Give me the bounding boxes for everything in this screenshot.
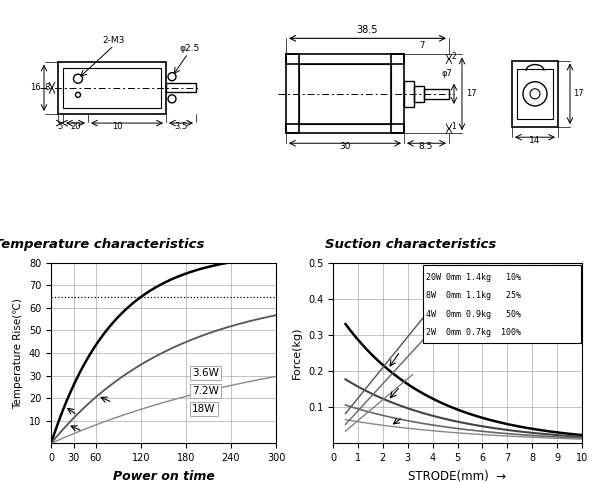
Text: 2-M3: 2-M3 [103,36,125,45]
Text: 16: 16 [31,83,41,92]
Text: 5: 5 [58,122,63,131]
Text: 7.2W: 7.2W [192,386,219,396]
Text: 38.5: 38.5 [356,25,378,35]
Text: 20W 0mm 1.4kg   10%: 20W 0mm 1.4kg 10% [425,273,521,282]
Text: Power on time: Power on time [113,469,214,482]
Bar [414,86,424,102]
Text: 8W  0mm 1.1kg   25%: 8W 0mm 1.1kg 25% [425,291,521,300]
Bar [391,54,404,133]
Text: 10: 10 [112,122,122,131]
Bar [286,124,404,133]
Y-axis label: Temperature Rise(℃): Temperature Rise(℃) [13,297,23,409]
Bar [286,54,404,64]
Text: 20: 20 [70,122,81,131]
Bar [299,64,391,124]
Bar [63,67,161,108]
Text: 4W  0mm 0.9kg   50%: 4W 0mm 0.9kg 50% [425,310,521,319]
Text: Temperature characteristics: Temperature characteristics [0,238,204,251]
Text: 1: 1 [451,122,456,131]
Text: 17: 17 [466,89,476,98]
Text: φ2.5: φ2.5 [180,44,200,54]
Text: 8.5: 8.5 [419,142,433,151]
Bar [58,62,166,114]
Text: φ7: φ7 [441,68,452,78]
Text: 2W  0mm 0.7kg  100%: 2W 0mm 0.7kg 100% [425,328,521,337]
Bar [404,80,414,107]
Text: 3.6W: 3.6W [192,368,219,378]
Bar [512,61,558,127]
Bar [517,68,553,119]
Bar [286,54,299,133]
Text: 7: 7 [419,41,425,51]
Text: 17: 17 [573,89,584,98]
Text: 8: 8 [44,83,50,92]
Text: STRODE(mm)  →: STRODE(mm) → [409,469,506,482]
Bar [166,83,196,93]
Bar [422,265,581,343]
Text: 3.5: 3.5 [175,122,188,131]
Text: 2: 2 [451,52,456,61]
Text: Suction characteristics: Suction characteristics [325,238,497,251]
Y-axis label: Force(kg): Force(kg) [292,327,302,379]
Text: 14: 14 [529,136,541,145]
Text: 18W: 18W [192,404,215,414]
Bar [424,89,449,99]
Text: 30: 30 [339,142,351,151]
